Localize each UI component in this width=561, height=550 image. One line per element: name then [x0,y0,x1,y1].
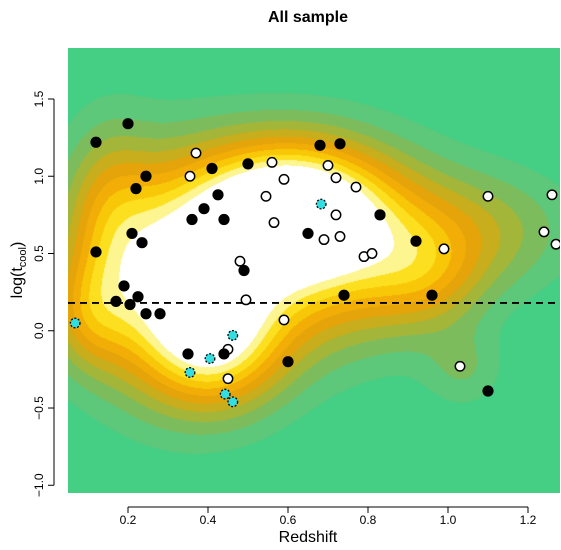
x-tick-label: 0.8 [360,513,377,527]
data-point-cyan [184,367,196,378]
data-point-filled [140,170,152,182]
data-point-filled [314,139,326,151]
data-point-open [366,248,378,259]
y-tick-label: 0.5 [32,245,46,262]
data-point-cyan [219,388,231,400]
density-contours [68,48,560,493]
points-layer [69,118,560,408]
data-point-open [334,231,346,242]
data-point-filled [238,264,250,277]
data-point-filled [90,136,102,148]
data-point-filled [410,235,422,247]
data-point-open [268,217,280,229]
x-tick-label: 1.0 [440,513,457,527]
data-point-cyan [204,353,216,365]
data-point-cyan [227,396,239,408]
data-point-filled [198,203,210,215]
data-point-open [278,314,290,326]
x-tick-label: 0.4 [200,513,217,527]
x-tick-label: 0.6 [280,513,297,527]
data-point-open [350,181,362,193]
data-point-open [482,190,494,202]
data-point-open [330,209,342,221]
data-point-filled [110,295,122,308]
data-point-filled [302,227,314,240]
data-point-open [234,255,246,267]
x-axis-label: Redshift [279,529,338,546]
data-point-filled [218,213,230,226]
data-point-filled [186,213,198,226]
data-point-open [538,226,550,238]
y-axis-label-base: log(t [9,267,26,299]
y-tick-label: 1.0 [32,168,46,185]
data-point-filled [140,308,152,320]
y-axis-label-sub: cool [17,247,29,267]
data-point-open [438,243,450,255]
data-point-filled [130,183,142,195]
data-point-filled [334,138,346,150]
data-point-open [454,360,466,372]
data-point-filled [206,162,218,175]
data-point-filled [90,246,102,258]
y-axis-label: log(tcool) [9,242,29,299]
data-point-filled [426,289,438,301]
data-point-filled [124,298,136,311]
data-point-filled [136,237,148,249]
y-axis-label-close: ) [9,242,26,247]
data-point-open [266,156,278,168]
x-tick-label: 0.2 [120,513,137,527]
data-point-open [190,147,202,159]
plot-area [68,48,560,493]
data-point-open [546,189,558,201]
x-axis: 0.2 0.4 0.6 0.8 1.0 1.2 [120,506,537,527]
chart-title: All sample [268,9,348,26]
y-tick-label: −1.0 [32,473,46,497]
data-point-open [240,294,252,306]
data-point-open [222,373,234,385]
y-tick-label: −0.5 [32,396,46,420]
data-point-filled [338,289,350,301]
x-tick-label: 1.2 [520,513,537,527]
data-point-filled [374,209,386,221]
data-point-open [184,170,196,182]
data-point-filled [482,385,494,397]
data-point-open [318,234,330,246]
data-point-filled [126,227,138,240]
data-point-filled [282,356,294,368]
data-point-open [322,159,334,171]
data-point-cyan [69,317,81,329]
data-point-cyan [227,329,239,341]
data-point-filled [118,280,130,292]
y-axis: −1.0 −0.5 0.0 0.5 1.0 1.5 [32,90,55,497]
data-point-filled [242,158,254,170]
data-point-filled [212,189,224,201]
data-point-open [330,172,342,184]
data-point-filled [122,118,134,130]
data-point-cyan [315,198,327,210]
data-point-filled [182,348,194,360]
y-tick-label: 0.0 [32,322,46,339]
y-tick-label: 1.5 [32,90,46,107]
data-point-filled [218,348,230,360]
data-point-open [278,173,290,185]
data-point-filled [154,308,166,320]
data-point-open [550,238,560,250]
data-point-open [260,190,272,202]
data-point-filled [132,291,144,303]
